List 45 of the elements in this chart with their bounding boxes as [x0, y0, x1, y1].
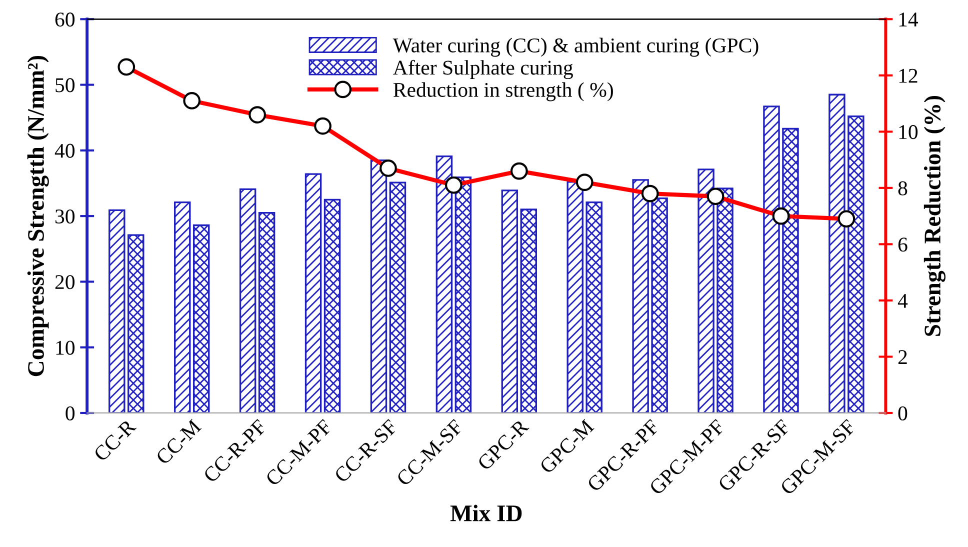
y2-tick-label: 12 [899, 68, 918, 83]
bar [586, 201, 602, 413]
y-axis-title: Compressive Strengtth (N/mm²) [27, 56, 49, 376]
y2-tick-label: 8 [898, 181, 908, 196]
bar [389, 182, 406, 413]
y2-tick-label: 0 [898, 406, 908, 420]
y-tick-label: 20 [55, 275, 75, 290]
y2-tick-label: 4 [898, 294, 908, 308]
legend-label: Reduction in strength ( %) [393, 82, 613, 102]
y2-tick-label: 10 [899, 125, 918, 140]
bar [128, 234, 144, 413]
bar [454, 176, 472, 413]
bar [632, 179, 649, 413]
y-tick-label: 60 [55, 12, 75, 27]
y-tick-label: 30 [55, 209, 75, 224]
bar [828, 94, 846, 413]
bar [174, 201, 191, 413]
bar [370, 159, 388, 413]
bar [520, 208, 538, 413]
bar [239, 188, 256, 413]
x-axis-title: Mix ID [450, 504, 522, 522]
y2-tick-label: 6 [898, 238, 908, 252]
bar [651, 198, 668, 413]
bar [501, 190, 518, 413]
y2-axis-title: Strength Reduction (%) [924, 96, 946, 336]
y-tick-label: 50 [56, 78, 75, 92]
bar [848, 115, 864, 413]
y-tick-label: 0 [66, 406, 75, 420]
bar [108, 209, 126, 413]
bar [716, 188, 734, 413]
bar [192, 224, 210, 413]
bar [698, 168, 714, 413]
y2-tick-label: 2 [898, 350, 907, 364]
bar [258, 212, 276, 413]
legend-label: After Sulphate curing [393, 60, 573, 80]
y2-tick-label: 14 [899, 12, 918, 26]
bar [324, 198, 341, 413]
y-tick-label: 10 [56, 340, 75, 355]
legend-label: Water curing (CC) & ambient curing (GPC) [392, 38, 758, 57]
bar [304, 173, 322, 413]
bar [763, 106, 780, 413]
y-tick-label: 40 [54, 144, 75, 158]
bar [782, 128, 799, 413]
bar [566, 181, 584, 413]
bar [436, 156, 453, 413]
